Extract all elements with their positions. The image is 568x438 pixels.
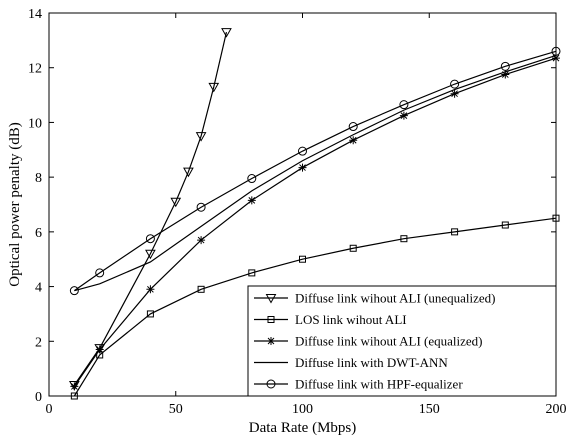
- data-point-square: [267, 316, 275, 323]
- data-point-star: [501, 70, 510, 79]
- legend-label: Diffuse link wihout ALI (unequalized): [295, 291, 496, 306]
- data-point-star: [267, 337, 275, 345]
- data-point-square: [70, 392, 78, 400]
- data-point-square: [299, 255, 306, 263]
- legend-entry: Diffuse link wihout ALI (unequalized): [254, 291, 496, 306]
- data-point-circle: [500, 61, 510, 71]
- data-point-star: [298, 163, 307, 172]
- x-axis-label: Data Rate (Mbps): [249, 420, 356, 436]
- legend: Diffuse link wihout ALI (unequalized) LOS…: [247, 285, 557, 397]
- data-point-square: [552, 214, 560, 222]
- data-point-triangle: [183, 167, 194, 178]
- legend-label: Diffuse link with HPF-equalizer: [295, 377, 463, 392]
- y-tick-label: 8: [35, 171, 42, 186]
- legend-label: Diffuse link wihout ALI (equalized): [295, 334, 483, 349]
- legend-label: LOS link wihout ALI: [295, 312, 407, 327]
- series-line: [74, 50, 557, 292]
- data-point-circle: [95, 268, 105, 278]
- data-point-circle: [399, 100, 409, 110]
- data-point-circle: [266, 379, 276, 389]
- y-tick-label: 4: [35, 281, 42, 296]
- y-tick-label: 2: [35, 335, 42, 350]
- y-axis-label: Optical power penalty (dB): [7, 122, 23, 287]
- series-2: [70, 214, 560, 400]
- series-3: [70, 54, 560, 391]
- data-point-circle: [348, 122, 358, 132]
- data-point-circle: [196, 202, 206, 212]
- legend-entry: Diffuse link with DWT-ANN: [254, 355, 448, 370]
- data-point-triangle: [94, 344, 106, 354]
- x-tick-label: 200: [546, 402, 567, 417]
- legend-entry: LOS link wihout ALI: [254, 312, 407, 327]
- series-4: [74, 54, 557, 292]
- data-point-triangle: [221, 28, 232, 38]
- data-point-star: [247, 196, 256, 205]
- y-tick-label: 10: [28, 116, 42, 131]
- data-point-circle: [450, 79, 460, 89]
- data-point-triangle: [265, 294, 277, 304]
- legend-entry: Diffuse link with HPF-equalizer: [254, 377, 463, 392]
- series-5: [69, 46, 561, 296]
- series-1: [68, 28, 232, 391]
- legend-label: Diffuse link with DWT-ANN: [295, 355, 448, 370]
- x-tick-label: 100: [292, 402, 313, 417]
- data-point-circle: [69, 286, 79, 296]
- y-tick-label: 12: [28, 62, 42, 77]
- legend-box: [247, 285, 557, 397]
- data-point-triangle: [170, 197, 182, 208]
- data-point-star: [95, 345, 104, 354]
- data-point-square: [248, 269, 256, 277]
- data-point-square: [146, 310, 154, 318]
- y-tick-label: 0: [35, 390, 42, 405]
- data-point-star: [197, 236, 206, 245]
- plot-series: [68, 28, 561, 400]
- data-point-square: [501, 221, 509, 229]
- data-point-circle: [298, 146, 307, 156]
- y-tick-label: 14: [28, 7, 42, 22]
- data-point-square: [400, 235, 408, 243]
- data-point-circle: [551, 46, 561, 56]
- data-point-star: [552, 54, 560, 63]
- data-point-star: [349, 136, 358, 145]
- legend-entry: Diffuse link wihout ALI (equalized): [254, 334, 483, 349]
- data-point-star: [146, 285, 155, 294]
- data-point-star: [399, 111, 408, 120]
- series-line: [73, 32, 228, 386]
- x-tick-label: 150: [419, 402, 440, 417]
- x-tick-label: 0: [46, 402, 53, 417]
- series-line: [73, 217, 557, 397]
- data-point-triangle: [145, 249, 156, 260]
- data-point-circle: [247, 174, 257, 184]
- x-tick-label: 50: [169, 402, 183, 417]
- y-tick-label: 6: [35, 226, 42, 241]
- data-point-square: [197, 285, 205, 293]
- data-point-star: [70, 382, 79, 391]
- data-point-triangle: [68, 381, 80, 391]
- data-point-circle: [145, 234, 155, 244]
- data-point-triangle: [208, 82, 220, 93]
- data-point-triangle: [195, 132, 207, 142]
- data-point-star: [450, 89, 459, 98]
- data-point-square: [349, 244, 357, 252]
- series-line: [74, 54, 557, 292]
- data-point-square: [451, 228, 459, 236]
